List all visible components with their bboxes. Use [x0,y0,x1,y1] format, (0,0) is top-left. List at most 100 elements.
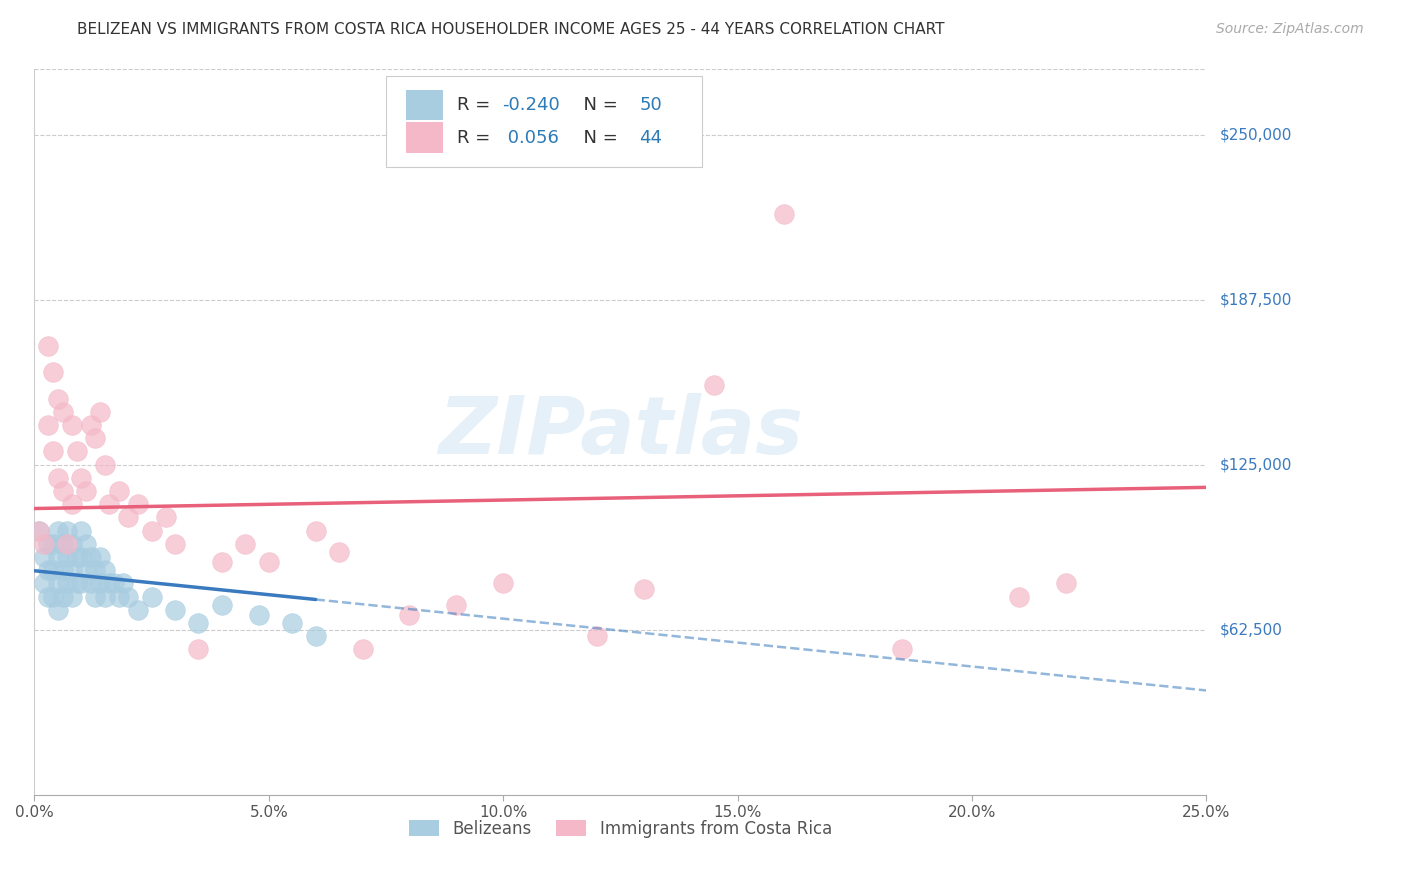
Point [70,524,93,538]
Point [42,563,65,577]
Text: 0.056: 0.056 [502,128,558,146]
Point [89,549,111,564]
Text: N =: N = [572,128,624,146]
Point [492,576,515,591]
Point [32,537,55,551]
Point [42,444,65,458]
Point [37,417,59,432]
Point [211,555,233,569]
Point [60,417,83,432]
Point [70,549,93,564]
Point [37,590,59,604]
Point [107,590,129,604]
Point [211,598,233,612]
Point [84,431,107,445]
Point [79,576,101,591]
Point [56,576,79,591]
Point [328,545,350,559]
Point [352,642,374,657]
Text: BELIZEAN VS IMMIGRANTS FROM COSTA RICA HOUSEHOLDER INCOME AGES 25 - 44 YEARS COR: BELIZEAN VS IMMIGRANTS FROM COSTA RICA H… [77,22,945,37]
Point [89,405,111,419]
Point [93,590,115,604]
Point [65,444,87,458]
Point [51,590,73,604]
Point [42,537,65,551]
Text: -0.240: -0.240 [502,95,560,114]
Point [127,603,149,617]
Point [117,510,139,524]
Point [187,642,209,657]
Point [60,497,83,511]
Point [84,590,107,604]
Point [141,590,163,604]
Point [103,576,125,591]
FancyBboxPatch shape [387,76,703,167]
FancyBboxPatch shape [406,122,443,153]
Point [75,537,97,551]
Point [93,458,115,472]
Point [37,537,59,551]
FancyBboxPatch shape [406,89,443,120]
Point [46,603,69,617]
Point [75,483,97,498]
Text: Source: ZipAtlas.com: Source: ZipAtlas.com [1216,22,1364,37]
Point [127,497,149,511]
Point [586,629,609,643]
Point [42,590,65,604]
Text: N =: N = [572,95,624,114]
Point [117,590,139,604]
Point [46,392,69,406]
Point [79,417,101,432]
Point [37,563,59,577]
Point [112,576,135,591]
Point [51,483,73,498]
Point [56,549,79,564]
Point [257,555,280,569]
Point [163,537,186,551]
Point [51,537,73,551]
Text: $125,000: $125,000 [1220,457,1292,472]
Point [304,524,326,538]
Point [60,537,83,551]
Point [890,642,912,657]
Point [65,549,87,564]
Point [773,207,796,221]
Point [79,549,101,564]
Point [1008,590,1031,604]
Point [37,339,59,353]
Point [46,524,69,538]
Text: ZIPatlas: ZIPatlas [437,392,803,471]
Point [187,616,209,631]
Point [141,524,163,538]
Point [46,549,69,564]
Point [65,576,87,591]
Point [51,405,73,419]
Point [98,576,121,591]
Legend: Belizeans, Immigrants from Costa Rica: Belizeans, Immigrants from Costa Rica [402,814,838,845]
Point [51,563,73,577]
Point [56,537,79,551]
Point [75,563,97,577]
Point [93,563,115,577]
Text: 50: 50 [640,95,662,114]
Point [281,616,304,631]
Point [1054,576,1077,591]
Point [703,378,725,392]
Point [60,590,83,604]
Point [28,524,51,538]
Point [633,582,655,596]
Text: R =: R = [457,128,496,146]
Point [84,563,107,577]
Point [233,537,256,551]
Text: R =: R = [457,95,496,114]
Point [28,524,51,538]
Point [32,549,55,564]
Text: $250,000: $250,000 [1220,127,1292,142]
Point [163,603,186,617]
Point [247,608,270,623]
Text: 44: 44 [640,128,662,146]
Point [42,365,65,379]
Point [70,471,93,485]
Point [60,563,83,577]
Text: $187,500: $187,500 [1220,292,1292,307]
